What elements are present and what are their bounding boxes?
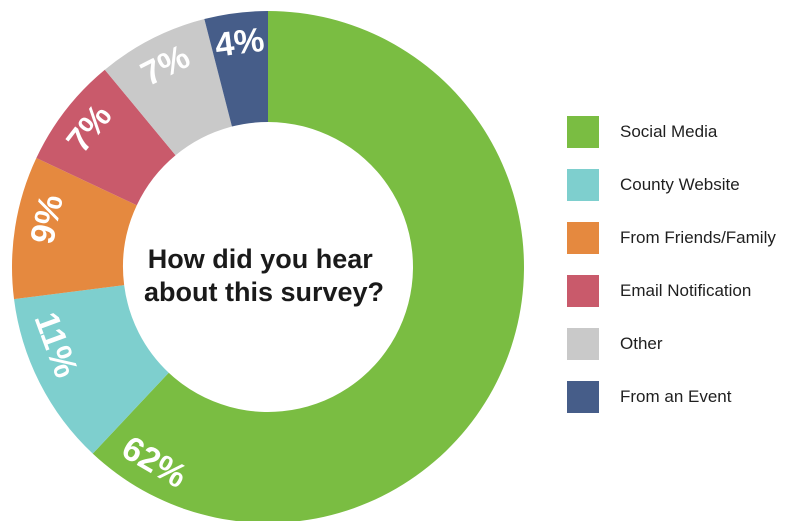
slice-social-media <box>92 11 524 521</box>
legend-label: From Friends/Family <box>620 228 776 247</box>
legend-item-email-notification: Email Notification <box>567 275 776 307</box>
legend-swatch <box>567 381 599 413</box>
chart-title: How did you hear about this survey? <box>144 244 384 307</box>
legend-item-from-friends-family: From Friends/Family <box>567 222 776 254</box>
legend-swatch <box>567 116 599 148</box>
slice-email-notification <box>36 69 176 206</box>
chart-legend: Social Media County Website From Friends/F… <box>567 116 776 434</box>
slice-county-website <box>14 285 169 454</box>
slice-from-an-event <box>204 11 268 127</box>
chart-title-line-2: about this survey? <box>144 277 384 307</box>
legend-item-social-media: Social Media <box>567 116 776 148</box>
legend-swatch <box>567 169 599 201</box>
legend-swatch <box>567 275 599 307</box>
chart-title-line-1: How did you hear <box>148 244 374 274</box>
legend-item-county-website: County Website <box>567 169 776 201</box>
legend-label: Other <box>620 334 663 353</box>
slice-from-friends-family <box>12 158 137 300</box>
legend-label: From an Event <box>620 387 732 406</box>
donut-slices <box>12 11 524 521</box>
legend-swatch <box>567 328 599 360</box>
legend-label: Email Notification <box>620 281 752 300</box>
legend-item-from-an-event: From an Event <box>567 381 776 413</box>
legend-label: Social Media <box>620 122 718 141</box>
slice-other <box>104 19 232 156</box>
slice-label-from-an-event: 4% <box>213 21 267 65</box>
legend-item-other: Other <box>567 328 776 360</box>
legend-label: County Website <box>620 175 740 194</box>
legend-swatch <box>567 222 599 254</box>
